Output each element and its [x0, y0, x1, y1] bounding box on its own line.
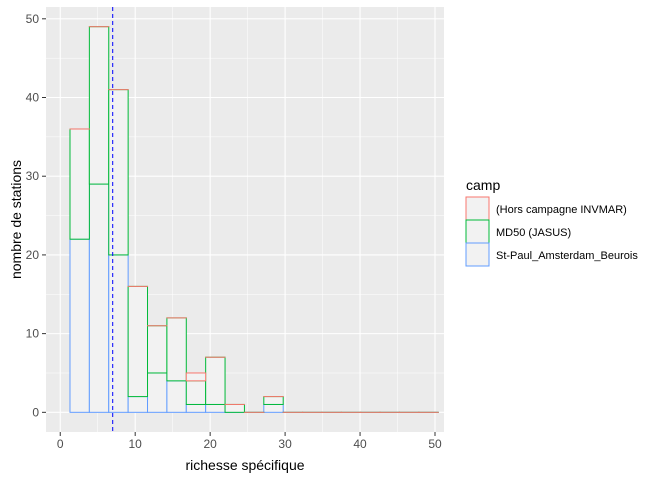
legend-label: St-Paul_Amsterdam_Beurois [496, 250, 638, 262]
bar [205, 403, 226, 413]
legend-label: MD50 (JASUS) [496, 227, 571, 239]
x-tick-label: 10 [129, 437, 143, 451]
bar [185, 403, 207, 413]
y-tick-label: 0 [32, 405, 39, 419]
bar [166, 317, 187, 382]
bar [205, 356, 226, 405]
bar [69, 238, 90, 413]
bar [69, 128, 90, 240]
legend-title: camp [466, 177, 500, 193]
x-axis-ticks: 0 10 20 30 40 50 [57, 432, 442, 451]
y-axis-title: nombre de stations [8, 160, 24, 279]
x-tick-label: 30 [278, 437, 292, 451]
y-axis-ticks: 0 10 20 30 40 50 [26, 12, 46, 419]
y-tick-label: 40 [26, 91, 40, 105]
x-tick-label: 40 [353, 437, 367, 451]
y-tick-label: 10 [26, 327, 40, 341]
y-tick-label: 30 [26, 169, 40, 183]
y-tick-label: 50 [26, 12, 40, 26]
bar [263, 396, 284, 405]
y-tick-label: 20 [26, 248, 40, 262]
legend-label: (Hors campagne INVMAR) [496, 204, 627, 216]
x-tick-label: 0 [57, 437, 64, 451]
bar [147, 372, 168, 413]
bar [108, 89, 129, 256]
bar [88, 183, 110, 413]
bar [185, 372, 207, 382]
legend-key [465, 196, 490, 221]
x-tick-label: 20 [203, 437, 217, 451]
bar [127, 285, 149, 398]
bar [127, 396, 149, 413]
bars [69, 26, 439, 413]
bar [166, 380, 187, 413]
bar [224, 403, 245, 413]
x-tick-label: 50 [428, 437, 442, 451]
legend: camp (Hors campagne INVMAR) MD50 (JASUS) S… [465, 177, 638, 267]
bar [263, 403, 284, 413]
x-axis-title: richesse spécifique [185, 457, 304, 473]
bar [108, 254, 129, 413]
bar [185, 380, 207, 405]
legend-key [465, 242, 490, 267]
legend-key [465, 219, 490, 244]
bar [147, 325, 168, 374]
bar [88, 26, 110, 185]
